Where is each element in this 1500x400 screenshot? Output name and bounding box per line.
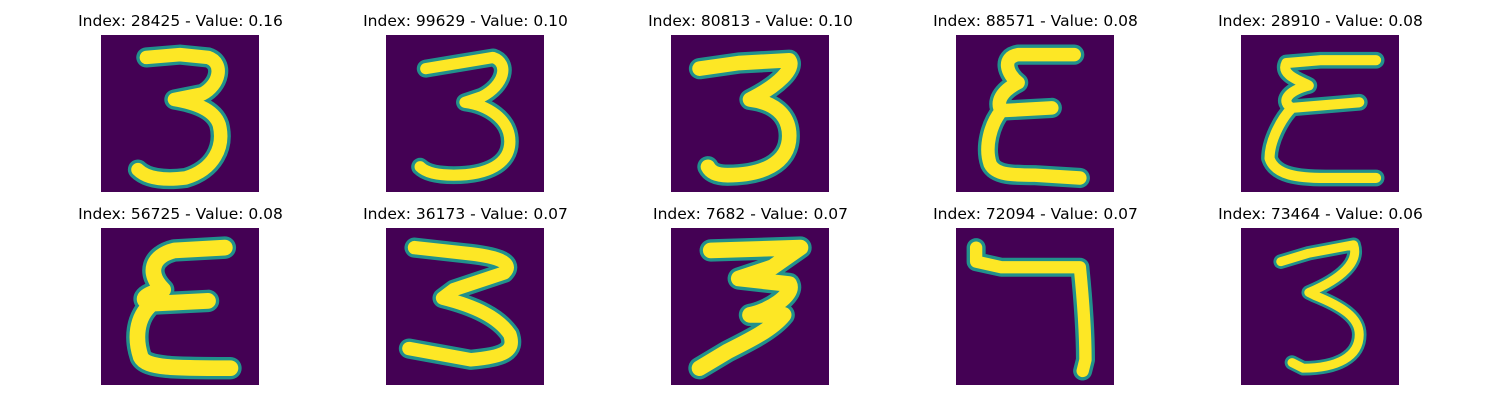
digit-3-image	[386, 35, 544, 192]
panel-title: Index: 56725 - Value: 0.08	[78, 205, 283, 223]
panel-title: Index: 80813 - Value: 0.10	[648, 12, 853, 30]
panel-title: Index: 73464 - Value: 0.06	[1218, 205, 1423, 223]
digit-3-image	[101, 35, 259, 192]
panel-title: Index: 99629 - Value: 0.10	[363, 12, 568, 30]
panel: Index: 56725 - Value: 0.08	[38, 193, 323, 385]
panel-title: Index: 72094 - Value: 0.07	[933, 205, 1138, 223]
panel: Index: 36173 - Value: 0.07	[323, 193, 608, 385]
epsilon-shape-image	[1241, 35, 1399, 192]
digit-3-image	[671, 228, 829, 385]
panel-title: Index: 28910 - Value: 0.08	[1218, 12, 1423, 30]
panel: Index: 7682 - Value: 0.07	[608, 193, 893, 385]
panel: Index: 73464 - Value: 0.06	[1178, 193, 1463, 385]
panel: Index: 88571 - Value: 0.08	[893, 0, 1178, 192]
panel: Index: 72094 - Value: 0.07	[893, 193, 1178, 385]
digit-3-image	[671, 35, 829, 192]
panel-title: Index: 36173 - Value: 0.07	[363, 205, 568, 223]
panel: Index: 80813 - Value: 0.10	[608, 0, 893, 192]
panel: Index: 28910 - Value: 0.08	[1178, 0, 1463, 192]
panel-title: Index: 28425 - Value: 0.16	[78, 12, 283, 30]
panel: Index: 99629 - Value: 0.10	[323, 0, 608, 192]
digit-3-image	[1241, 228, 1399, 385]
digit-3-image	[386, 228, 544, 385]
panel: Index: 28425 - Value: 0.16	[38, 0, 323, 192]
panel-title: Index: 7682 - Value: 0.07	[653, 205, 848, 223]
digit-7-image	[956, 228, 1114, 385]
epsilon-shape-image	[101, 228, 259, 385]
epsilon-shape-image	[956, 35, 1114, 192]
panel-title: Index: 88571 - Value: 0.08	[933, 12, 1138, 30]
